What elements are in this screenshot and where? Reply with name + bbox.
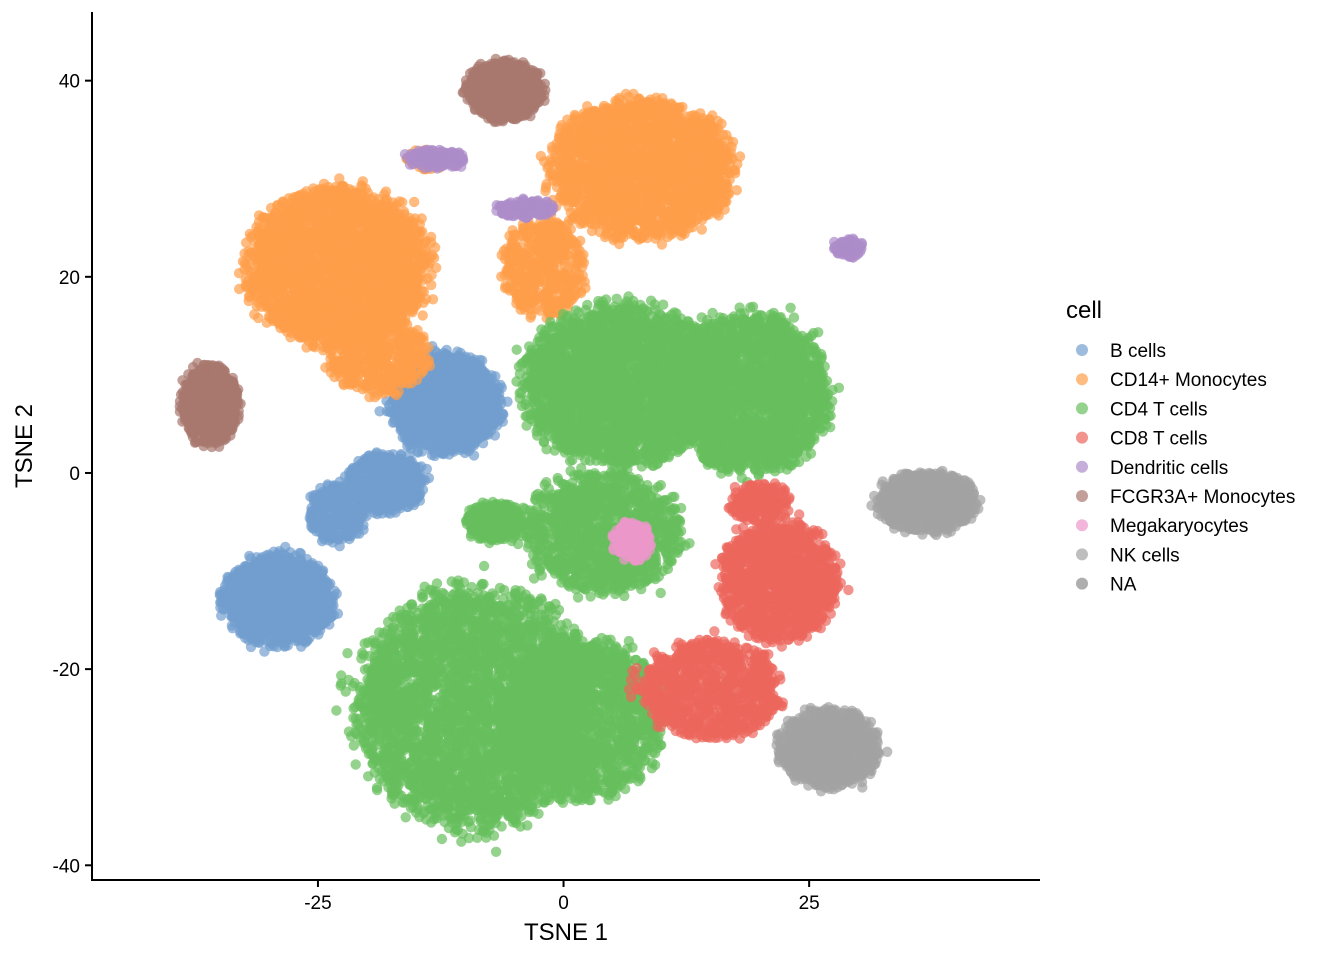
- scatter-point: [381, 459, 392, 470]
- scatter-point: [397, 432, 408, 443]
- scatter-point: [487, 417, 498, 428]
- scatter-point: [459, 404, 470, 415]
- scatter-point: [450, 352, 461, 363]
- scatter-point: [304, 512, 315, 524]
- scatter-point: [336, 483, 348, 494]
- scatter-point: [238, 575, 249, 587]
- scatter-point: [397, 415, 408, 426]
- scatter-point: [320, 498, 332, 510]
- scatter-point: [352, 487, 363, 498]
- scatter-point: [358, 519, 369, 531]
- scatter-point: [277, 561, 288, 572]
- scatter-point: [442, 419, 453, 431]
- scatter-point: [475, 417, 486, 428]
- scatter-point: [317, 524, 328, 535]
- scatter-point: [341, 508, 353, 519]
- scatter-point: [302, 611, 314, 622]
- scatter-point: [338, 493, 349, 505]
- scatter-point: [344, 466, 355, 478]
- scatter-point: [238, 622, 249, 633]
- scatter-point: [264, 612, 276, 624]
- scatter-point: [359, 497, 370, 509]
- scatter-point: [485, 379, 496, 390]
- scatter-point: [441, 400, 452, 411]
- scatter-point: [486, 370, 497, 381]
- scatter-point: [296, 624, 307, 635]
- scatter-point: [494, 388, 505, 399]
- scatter-point: [423, 472, 435, 484]
- scatter-point: [497, 408, 508, 419]
- scatter-point: [400, 481, 412, 492]
- scatter-point: [431, 408, 442, 419]
- scatter-point: [317, 578, 328, 589]
- scatter-point: [270, 553, 281, 564]
- scatter-point: [381, 476, 392, 488]
- scatter-point: [421, 394, 432, 405]
- scatter-point: [283, 629, 294, 640]
- scatter-point: [405, 397, 416, 409]
- scatter-point: [479, 389, 490, 400]
- scatter-point: [476, 355, 488, 366]
- scatter-point: [301, 570, 312, 581]
- scatter-point: [386, 501, 398, 513]
- scatter-point: [449, 381, 460, 392]
- scatter-point: [327, 537, 338, 548]
- scatter-point: [394, 405, 406, 416]
- scatter-point: [353, 455, 364, 467]
- scatter-point: [368, 478, 379, 489]
- scatter-point: [282, 552, 294, 563]
- scatter-point: [447, 408, 458, 420]
- scatter-point: [226, 599, 237, 610]
- scatter-points: [174, 53, 986, 857]
- scatter-point: [460, 363, 472, 374]
- scatter-point: [250, 575, 261, 587]
- scatter-point: [473, 402, 485, 413]
- scatter-point: [462, 379, 473, 390]
- scatter-point: [408, 465, 420, 476]
- scatter-point: [321, 608, 332, 619]
- scatter-point: [374, 406, 385, 417]
- scatter-point: [276, 617, 287, 629]
- scatter-point: [254, 631, 266, 643]
- scatter-point: [321, 589, 333, 600]
- scatter-point: [266, 625, 277, 636]
- scatter-point: [310, 624, 322, 635]
- scatter-point: [476, 431, 487, 442]
- scatter-point: [293, 577, 304, 588]
- series-points: [214, 341, 513, 657]
- scatter-point: [293, 597, 305, 609]
- scatter-point: [296, 556, 307, 567]
- scatter-point: [248, 590, 259, 602]
- scatter-point: [417, 310, 428, 321]
- scatter-point: [364, 456, 376, 468]
- scatter-point: [344, 533, 355, 545]
- scatter-point: [277, 638, 288, 649]
- scatter-point: [309, 602, 321, 614]
- scatter-point: [413, 425, 425, 437]
- scatter-point: [310, 562, 322, 574]
- scatter-point: [240, 563, 251, 574]
- scatter-point: [244, 550, 255, 562]
- scatter-point: [257, 565, 268, 576]
- scatter-point: [419, 403, 430, 414]
- scatter-point: [441, 442, 453, 453]
- scatter-point: [282, 579, 293, 591]
- scatter-point: [414, 490, 425, 501]
- scatter-point: [228, 590, 240, 601]
- scatter-point: [437, 384, 448, 395]
- scatter-point: [286, 606, 298, 617]
- scatter-point: [327, 519, 339, 530]
- scatter-point: [439, 361, 450, 372]
- scatter-point: [460, 435, 471, 446]
- scatter-point: [457, 419, 469, 430]
